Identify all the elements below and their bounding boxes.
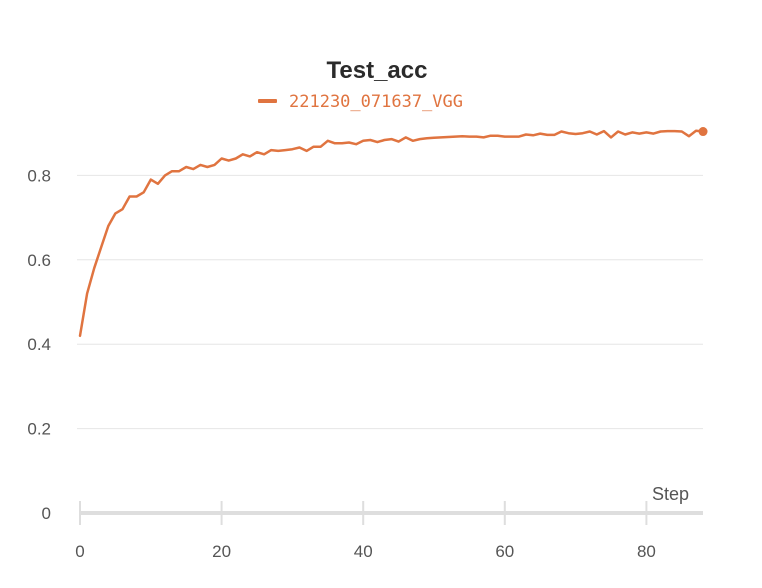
legend-label: 221230_071637_VGG bbox=[289, 92, 463, 112]
legend[interactable]: 221230_071637_VGG bbox=[258, 92, 463, 112]
x-tick-label: 20 bbox=[212, 542, 231, 561]
series-line bbox=[78, 129, 705, 338]
x-tick-label: 0 bbox=[75, 542, 84, 561]
y-tick-label: 0.4 bbox=[27, 335, 51, 354]
grid-lines bbox=[77, 174, 703, 430]
y-tick-label: 0.2 bbox=[27, 420, 51, 439]
y-tick-label: 0.8 bbox=[27, 166, 51, 185]
series-end-point[interactable] bbox=[698, 127, 708, 137]
y-tick-label: 0 bbox=[42, 504, 51, 523]
legend-swatch bbox=[258, 99, 277, 103]
x-axis-label: Step bbox=[652, 484, 689, 504]
x-axis: 0 20 40 60 80 bbox=[75, 501, 703, 561]
x-tick-label: 40 bbox=[354, 542, 373, 561]
chart-title: Test_acc bbox=[327, 57, 428, 84]
x-tick-label: 80 bbox=[637, 542, 656, 561]
y-axis-ticks: 0 0.2 0.4 0.6 0.8 bbox=[27, 166, 51, 523]
x-tick-label: 60 bbox=[495, 542, 514, 561]
y-tick-label: 0.6 bbox=[27, 251, 51, 270]
plot-area[interactable] bbox=[78, 127, 708, 338]
